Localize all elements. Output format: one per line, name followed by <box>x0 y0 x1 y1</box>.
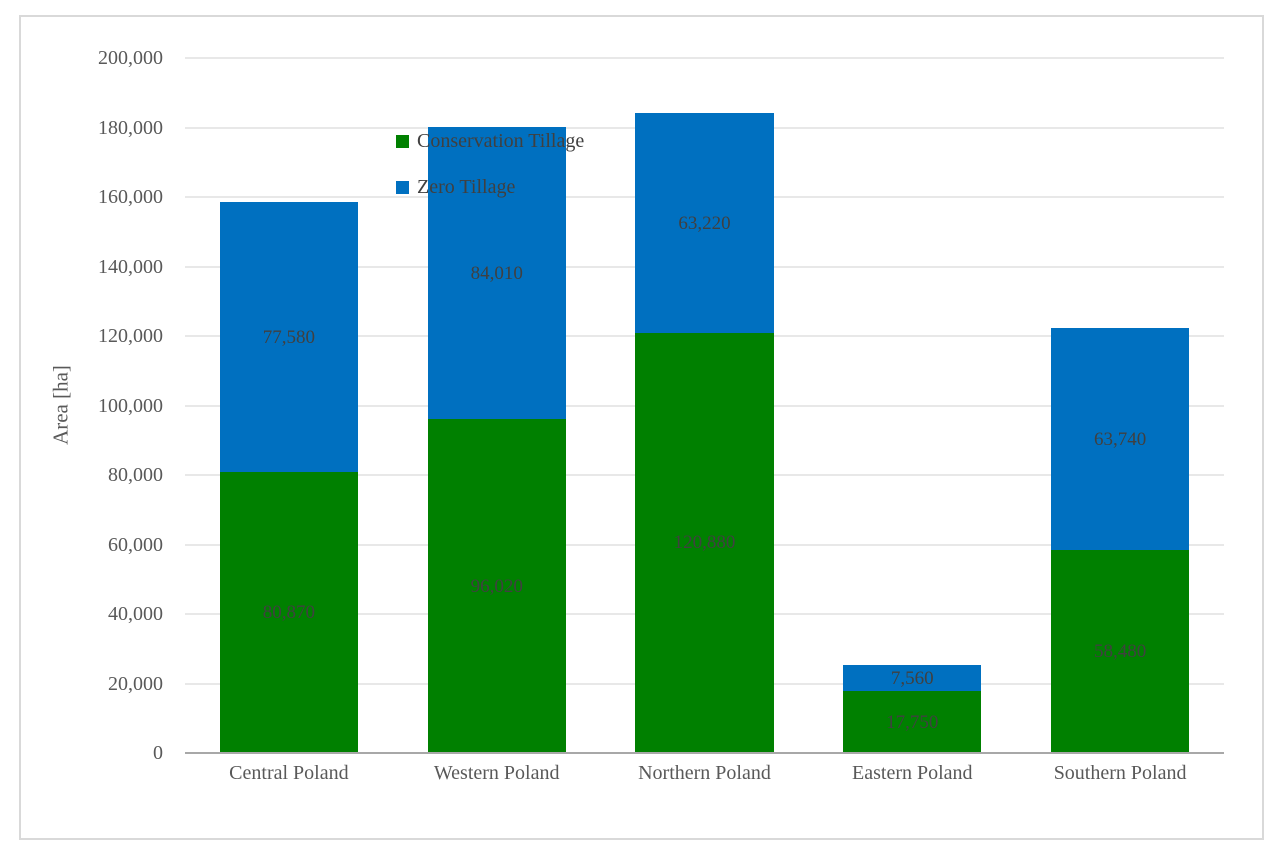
segment-conservation-tillage: 120,880 <box>635 332 774 753</box>
y-tick-label: 160,000 <box>98 186 163 208</box>
stacked-bar-central-poland: 80,870 77,580 <box>219 58 358 753</box>
stacked-bar-northern-poland: 120,880 63,220 <box>635 58 774 753</box>
data-label: 96,020 <box>470 575 523 597</box>
stacked-bar-eastern-poland: 17,750 7,560 <box>843 58 982 753</box>
stacked-bar-southern-poland: 58,480 63,740 <box>1051 58 1190 753</box>
x-axis-label-eastern-poland: Eastern Poland <box>852 762 973 784</box>
segment-conservation-tillage: 17,750 <box>843 691 982 753</box>
y-tick-label: 120,000 <box>98 325 163 347</box>
data-label: 80,870 <box>262 601 316 623</box>
bars: 80,870 77,580 96,020 84,010 120,880 63,220 17,… <box>185 58 1224 753</box>
y-tick-label: 0 <box>153 742 163 764</box>
legend-swatch-conservation-tillage-icon <box>396 134 409 148</box>
y-tick-label: 200,000 <box>98 47 163 69</box>
segment-zero-tillage: 77,580 <box>219 202 358 472</box>
bar-slot-western-poland: 96,020 84,010 <box>393 58 601 753</box>
segment-zero-tillage: 63,740 <box>1051 328 1190 550</box>
y-axis-ticks: 0 20,000 40,000 60,000 80,000 100,000 120,000 1… <box>0 48 163 763</box>
x-axis-label-western-poland: Western Poland <box>433 762 560 784</box>
bar-slot-central-poland: 80,870 77,580 <box>185 58 393 753</box>
data-label: 58,480 <box>1093 640 1147 662</box>
bar-slot-eastern-poland: 17,750 7,560 <box>808 58 1016 753</box>
legend-label-conservation-tillage: Conservation Tillage <box>417 130 585 152</box>
y-tick-label: 20,000 <box>108 672 163 695</box>
segment-conservation-tillage: 96,020 <box>427 419 566 753</box>
legend-item-conservation-tillage: Conservation Tillage <box>396 128 584 154</box>
stacked-bar-western-poland: 96,020 84,010 <box>427 58 566 753</box>
plot-area: 80,870 77,580 96,020 84,010 120,880 63,220 17,… <box>185 57 1224 754</box>
gridline <box>185 57 1224 59</box>
legend-swatch-zero-tillage-icon <box>396 180 409 194</box>
data-label: 84,010 <box>470 262 523 284</box>
legend: Conservation Tillage Zero Tillage <box>396 128 584 200</box>
y-tick-label: 40,000 <box>108 603 163 625</box>
data-label: 77,580 <box>262 326 316 348</box>
segment-conservation-tillage: 80,870 <box>219 471 358 753</box>
y-tick-label: 80,000 <box>108 464 163 486</box>
x-axis-labels: Central Poland Western Poland Northern Pol… <box>185 762 1224 785</box>
data-label: 63,220 <box>678 212 731 234</box>
segment-zero-tillage: 7,560 <box>843 665 982 692</box>
x-axis-label-central-poland: Central Poland <box>229 762 349 784</box>
segment-zero-tillage: 84,010 <box>427 127 566 420</box>
y-tick-label: 180,000 <box>98 116 163 139</box>
segment-zero-tillage: 63,220 <box>635 113 774 333</box>
data-label: 120,880 <box>673 532 736 554</box>
x-axis-label-northern-poland: Northern Poland <box>638 762 771 784</box>
legend-item-zero-tillage: Zero Tillage <box>396 174 584 200</box>
segment-conservation-tillage: 58,480 <box>1051 549 1190 753</box>
x-axis-line <box>185 752 1224 754</box>
data-label: 63,740 <box>1093 428 1147 450</box>
bar-slot-southern-poland: 58,480 63,740 <box>1016 58 1224 753</box>
legend-label-zero-tillage: Zero Tillage <box>417 176 516 198</box>
y-tick-label: 100,000 <box>98 394 163 417</box>
y-tick-label: 60,000 <box>108 533 163 556</box>
y-tick-label: 140,000 <box>98 255 163 278</box>
data-label: 17,750 <box>886 711 939 733</box>
x-axis-label-southern-poland: Southern Poland <box>1053 762 1187 784</box>
bar-slot-northern-poland: 120,880 63,220 <box>601 58 809 753</box>
data-label: 7,560 <box>890 667 934 689</box>
